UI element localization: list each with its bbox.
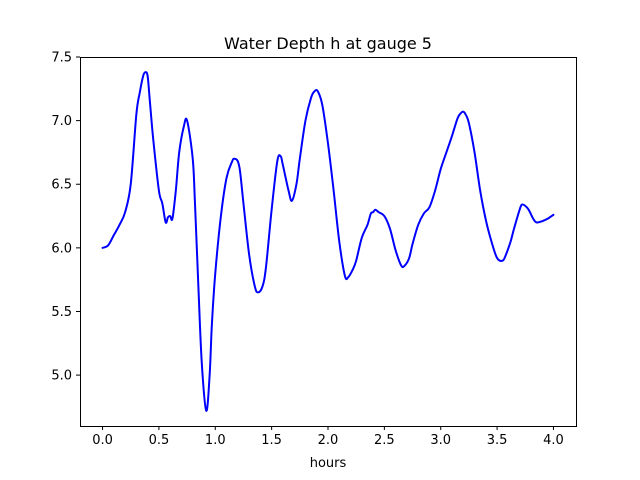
plot-frame — [80, 57, 577, 427]
y-tick-label: 5.0 — [51, 369, 72, 384]
y-tick-label: 7.0 — [51, 114, 72, 129]
x-tick-label: 2.5 — [374, 433, 395, 448]
x-tick-label: 1.5 — [261, 433, 282, 448]
x-tick-label: 4.0 — [543, 433, 564, 448]
tick-layer: 0.0 0.5 1.0 1.5 2.0 2.5 3.0 3.5 4.0 5.0 5.5 6.0 6.5 7… — [51, 51, 563, 449]
x-tick-label: 2.0 — [318, 433, 339, 448]
series-line-0 — [101, 71, 555, 412]
x-tick-label: 3.5 — [487, 433, 508, 448]
x-axis-label: hours — [310, 456, 347, 471]
chart-title: Water Depth h at gauge 5 — [224, 34, 432, 53]
x-tick-label: 0.0 — [92, 433, 113, 448]
y-tick-label: 6.0 — [51, 241, 72, 256]
x-tick-label: 3.0 — [430, 433, 451, 448]
x-tick-label: 0.5 — [149, 433, 170, 448]
x-tick-label: 1.0 — [205, 433, 226, 448]
y-tick-label: 7.5 — [51, 51, 72, 66]
y-tick-label: 6.5 — [51, 178, 72, 193]
y-tick-label: 5.5 — [51, 305, 72, 320]
plot-layer — [101, 71, 555, 412]
